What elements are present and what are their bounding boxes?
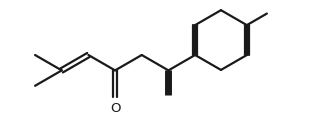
Text: O: O [110, 102, 120, 115]
